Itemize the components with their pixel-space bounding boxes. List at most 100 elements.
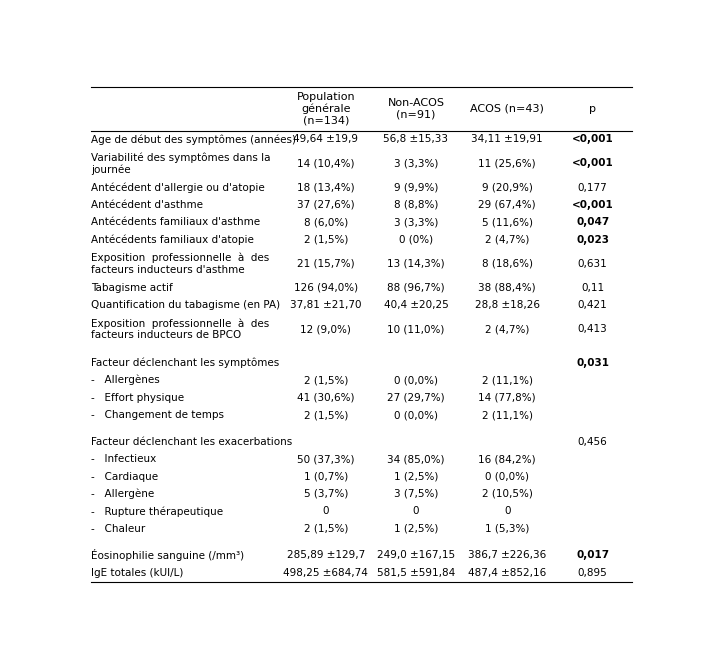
Text: Exposition  professionnelle  à  des
facteurs inducteurs d'asthme: Exposition professionnelle à des facteur…	[91, 253, 269, 275]
Text: 0,017: 0,017	[576, 551, 609, 561]
Text: 0: 0	[412, 507, 419, 517]
Text: 10 (11,0%): 10 (11,0%)	[387, 324, 445, 334]
Text: 0 (0,0%): 0 (0,0%)	[394, 410, 438, 420]
Text: 27 (29,7%): 27 (29,7%)	[387, 393, 445, 403]
Text: Éosinophilie sanguine (/mm³): Éosinophilie sanguine (/mm³)	[91, 549, 244, 561]
Text: -   Chaleur: - Chaleur	[91, 524, 145, 534]
Text: 0,023: 0,023	[576, 235, 609, 245]
Text: Antécédent d'allergie ou d'atopie: Antécédent d'allergie ou d'atopie	[91, 182, 264, 193]
Text: p: p	[589, 103, 596, 114]
Text: 21 (15,7%): 21 (15,7%)	[297, 259, 355, 269]
Text: -   Allergènes: - Allergènes	[91, 375, 159, 386]
Text: 2 (1,5%): 2 (1,5%)	[304, 410, 348, 420]
Text: 2 (1,5%): 2 (1,5%)	[304, 235, 348, 245]
Text: 0 (0,0%): 0 (0,0%)	[485, 472, 529, 482]
Text: 13 (14,3%): 13 (14,3%)	[387, 259, 445, 269]
Text: 487,4 ±852,16: 487,4 ±852,16	[468, 568, 546, 578]
Text: 2 (1,5%): 2 (1,5%)	[304, 524, 348, 534]
Text: 386,7 ±226,36: 386,7 ±226,36	[468, 551, 546, 561]
Text: 0,895: 0,895	[578, 568, 608, 578]
Text: Antécédent d'asthme: Antécédent d'asthme	[91, 200, 203, 210]
Text: 49,64 ±19,9: 49,64 ±19,9	[293, 134, 358, 144]
Text: 581,5 ±591,84: 581,5 ±591,84	[377, 568, 455, 578]
Text: 1 (5,3%): 1 (5,3%)	[485, 524, 529, 534]
Text: Antécédents familiaux d'atopie: Antécédents familiaux d'atopie	[91, 234, 254, 245]
Text: -   Infectieux: - Infectieux	[91, 454, 156, 464]
Text: 0,031: 0,031	[576, 358, 609, 368]
Text: 2 (11,1%): 2 (11,1%)	[482, 375, 533, 385]
Text: -   Rupture thérapeutique: - Rupture thérapeutique	[91, 506, 223, 517]
Text: Age de début des symptômes (années): Age de début des symptômes (années)	[91, 134, 296, 145]
Text: <0,001: <0,001	[572, 159, 613, 168]
Text: 3 (7,5%): 3 (7,5%)	[394, 489, 438, 499]
Text: Facteur déclenchant les symptômes: Facteur déclenchant les symptômes	[91, 357, 279, 368]
Text: 5 (11,6%): 5 (11,6%)	[482, 217, 533, 228]
Text: 1 (0,7%): 1 (0,7%)	[304, 472, 348, 482]
Text: 88 (96,7%): 88 (96,7%)	[387, 283, 445, 293]
Text: 0,631: 0,631	[578, 259, 608, 269]
Text: 3 (3,3%): 3 (3,3%)	[394, 159, 438, 168]
Text: 0,11: 0,11	[581, 283, 604, 293]
Text: 0,421: 0,421	[578, 300, 608, 311]
Text: 8 (8,8%): 8 (8,8%)	[394, 200, 438, 210]
Text: 34,11 ±19,91: 34,11 ±19,91	[472, 134, 543, 144]
Text: 8 (18,6%): 8 (18,6%)	[482, 259, 533, 269]
Text: 498,25 ±684,74: 498,25 ±684,74	[283, 568, 368, 578]
Text: -   Allergène: - Allergène	[91, 489, 154, 499]
Text: 0 (0,0%): 0 (0,0%)	[394, 375, 438, 385]
Text: 16 (84,2%): 16 (84,2%)	[479, 454, 536, 464]
Text: 12 (9,0%): 12 (9,0%)	[300, 324, 351, 334]
Text: 0,177: 0,177	[578, 182, 608, 193]
Text: <0,001: <0,001	[572, 134, 613, 144]
Text: 2 (4,7%): 2 (4,7%)	[485, 324, 529, 334]
Text: -   Effort physique: - Effort physique	[91, 393, 184, 403]
Text: 37 (27,6%): 37 (27,6%)	[297, 200, 355, 210]
Text: IgE totales (kUI/L): IgE totales (kUI/L)	[91, 568, 183, 578]
Text: 2 (4,7%): 2 (4,7%)	[485, 235, 529, 245]
Text: 0: 0	[323, 507, 329, 517]
Text: <0,001: <0,001	[572, 200, 613, 210]
Text: 50 (37,3%): 50 (37,3%)	[297, 454, 355, 464]
Text: 56,8 ±15,33: 56,8 ±15,33	[384, 134, 448, 144]
Text: 29 (67,4%): 29 (67,4%)	[479, 200, 536, 210]
Text: ACOS (n=43): ACOS (n=43)	[470, 103, 544, 114]
Text: 14 (10,4%): 14 (10,4%)	[297, 159, 355, 168]
Text: Non-ACOS
(n=91): Non-ACOS (n=91)	[388, 98, 444, 119]
Text: 2 (1,5%): 2 (1,5%)	[304, 375, 348, 385]
Text: 37,81 ±21,70: 37,81 ±21,70	[290, 300, 362, 311]
Text: Quantification du tabagisme (en PA): Quantification du tabagisme (en PA)	[91, 300, 280, 311]
Text: Tabagisme actif: Tabagisme actif	[91, 283, 173, 293]
Text: 0: 0	[504, 507, 510, 517]
Text: -   Cardiaque: - Cardiaque	[91, 472, 158, 482]
Text: 2 (11,1%): 2 (11,1%)	[482, 410, 533, 420]
Text: Facteur déclenchant les exacerbations: Facteur déclenchant les exacerbations	[91, 437, 292, 447]
Text: 5 (3,7%): 5 (3,7%)	[304, 489, 348, 499]
Text: 0,413: 0,413	[578, 324, 608, 334]
Text: 28,8 ±18,26: 28,8 ±18,26	[474, 300, 540, 311]
Text: 40,4 ±20,25: 40,4 ±20,25	[384, 300, 448, 311]
Text: 9 (20,9%): 9 (20,9%)	[482, 182, 533, 193]
Text: 0 (0%): 0 (0%)	[399, 235, 433, 245]
Text: 11 (25,6%): 11 (25,6%)	[479, 159, 536, 168]
Text: 1 (2,5%): 1 (2,5%)	[394, 524, 438, 534]
Text: 2 (10,5%): 2 (10,5%)	[482, 489, 533, 499]
Text: 34 (85,0%): 34 (85,0%)	[387, 454, 445, 464]
Text: 41 (30,6%): 41 (30,6%)	[297, 393, 355, 403]
Text: 18 (13,4%): 18 (13,4%)	[297, 182, 355, 193]
Text: 0,047: 0,047	[576, 217, 609, 228]
Text: 3 (3,3%): 3 (3,3%)	[394, 217, 438, 228]
Text: 9 (9,9%): 9 (9,9%)	[394, 182, 438, 193]
Text: 38 (88,4%): 38 (88,4%)	[479, 283, 536, 293]
Text: Antécédents familiaux d'asthme: Antécédents familiaux d'asthme	[91, 217, 260, 228]
Text: 126 (94,0%): 126 (94,0%)	[294, 283, 358, 293]
Text: 0,456: 0,456	[578, 437, 608, 447]
Text: 1 (2,5%): 1 (2,5%)	[394, 472, 438, 482]
Text: 8 (6,0%): 8 (6,0%)	[304, 217, 348, 228]
Text: Population
générale
(n=134): Population générale (n=134)	[297, 91, 355, 126]
Text: Exposition  professionnelle  à  des
facteurs inducteurs de BPCO: Exposition professionnelle à des facteur…	[91, 318, 269, 340]
Text: Variabilité des symptômes dans la
journée: Variabilité des symptômes dans la journé…	[91, 152, 270, 175]
Text: 14 (77,8%): 14 (77,8%)	[479, 393, 536, 403]
Text: 249,0 ±167,15: 249,0 ±167,15	[377, 551, 455, 561]
Text: -   Changement de temps: - Changement de temps	[91, 410, 224, 420]
Text: 285,89 ±129,7: 285,89 ±129,7	[287, 551, 365, 561]
